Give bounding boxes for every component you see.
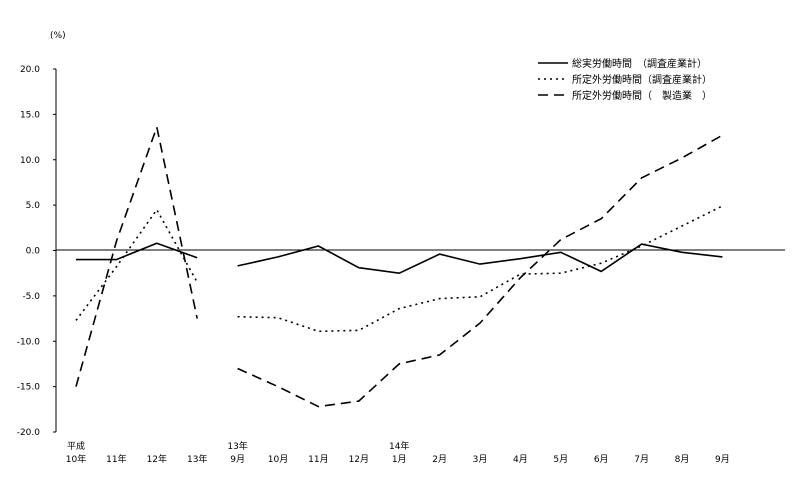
- series-line-overtime-all: [237, 205, 723, 333]
- legend-label-overtime-manufacturing: 所定外労働時間（ 製造業 ）: [572, 89, 712, 102]
- legend-label-total-hours: 総実労働時間 （調査産業計）: [572, 57, 707, 70]
- series-line-total-hours: [237, 243, 723, 275]
- series-line-overtime-manufacturing: [75, 124, 198, 387]
- y-tick-label: 5.0: [26, 201, 41, 211]
- legend-label-overtime-all: 所定外労働時間（調査産業計）: [572, 73, 712, 86]
- x-tick-label: 13年: [187, 453, 207, 465]
- x-tick-label: 11月: [308, 454, 328, 465]
- y-tick-label: 0.0: [26, 247, 41, 257]
- y-tick-label: -5.0: [22, 292, 40, 302]
- x-tick-label-top: 13年: [227, 440, 247, 452]
- series-line-overtime-all: [75, 208, 198, 321]
- y-tick-label: 10.0: [20, 156, 40, 166]
- x-tick-label-top: 14年: [389, 440, 409, 452]
- x-tick-label: 1月: [392, 454, 407, 465]
- x-tick-label: 10月: [268, 454, 288, 465]
- x-tick-label: 9月: [230, 454, 245, 465]
- x-tick-label: 6月: [594, 454, 609, 465]
- series-line-overtime-manufacturing: [237, 134, 723, 408]
- y-tick-label: -10.0: [17, 337, 41, 347]
- x-tick-label: 4月: [513, 454, 528, 465]
- x-tick-label: 2月: [432, 454, 447, 465]
- x-tick-label: 3月: [473, 454, 488, 465]
- y-tick-label: -20.0: [17, 428, 41, 438]
- series-line-total-hours: [76, 242, 198, 261]
- x-tick-label: 12月: [349, 454, 369, 465]
- y-tick-label: 20.0: [20, 65, 40, 75]
- series-lines: [75, 124, 723, 408]
- y-tick-label: -15.0: [17, 383, 41, 393]
- legend: 総実労働時間 （調査産業計） 所定外労働時間（調査産業計） 所定外労働時間（ 製…: [538, 57, 712, 102]
- x-tick-label: 9月: [715, 454, 730, 465]
- y-unit-label: (%): [50, 31, 66, 41]
- y-tick-label: 15.0: [20, 110, 40, 120]
- x-tick-label-top: 平成: [67, 440, 85, 452]
- x-tick-label: 10年: [66, 453, 86, 465]
- y-ticks: 20.0 15.0 10.0 5.0 0.0 -5.0 -10.0 -15.0 -20.0: [17, 65, 56, 438]
- x-tick-label: 11年: [106, 453, 126, 465]
- x-tick-label: 12年: [147, 453, 167, 465]
- x-tick-label: 7月: [634, 454, 649, 465]
- x-tick-label: 5月: [553, 454, 568, 465]
- x-tick-label: 8月: [675, 454, 690, 465]
